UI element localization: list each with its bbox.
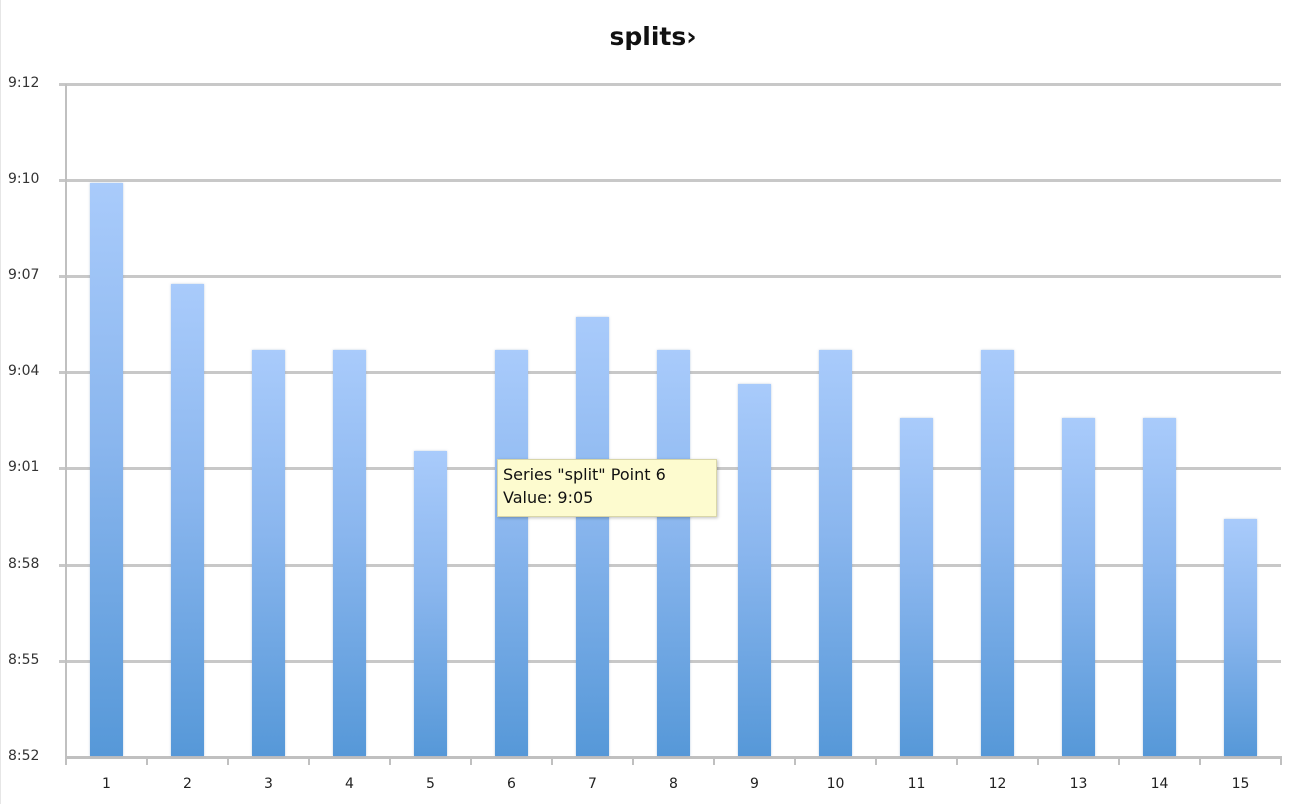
- gridline: [59, 275, 1281, 278]
- tooltip-value-line: Value: 9:05: [503, 488, 594, 507]
- gridline: [59, 83, 1281, 86]
- bar-9[interactable]: [737, 384, 771, 756]
- x-tick-label: 3: [264, 776, 273, 792]
- bar-1[interactable]: [89, 183, 123, 756]
- x-tick: [1280, 758, 1282, 765]
- x-tick: [956, 758, 958, 765]
- x-tick: [875, 758, 877, 765]
- x-tick: [146, 758, 148, 765]
- y-tick-label: 9:10: [8, 171, 40, 187]
- window-edge: [0, 0, 1, 804]
- x-tick-label: 8: [669, 776, 678, 792]
- x-tick: [65, 758, 67, 765]
- x-tick: [470, 758, 472, 765]
- y-tick-label: 9:12: [8, 75, 40, 91]
- x-tick: [389, 758, 391, 765]
- x-tick-label: 1: [102, 776, 111, 792]
- bar-3[interactable]: [251, 350, 285, 756]
- bar-14[interactable]: [1142, 418, 1176, 756]
- x-tick-label: 14: [1150, 776, 1169, 792]
- x-tick: [794, 758, 796, 765]
- bar-8[interactable]: [656, 350, 690, 756]
- x-axis: [65, 756, 1282, 759]
- bar-11[interactable]: [899, 418, 933, 756]
- x-tick: [713, 758, 715, 765]
- x-tick: [308, 758, 310, 765]
- y-tick-label: 9:01: [8, 459, 40, 475]
- y-tick-label: 9:04: [8, 363, 40, 379]
- bar-6[interactable]: [494, 350, 528, 756]
- y-tick-label: 8:55: [8, 652, 40, 668]
- x-tick-label: 12: [988, 776, 1007, 792]
- x-tick-label: 5: [426, 776, 435, 792]
- bar-4[interactable]: [332, 350, 366, 756]
- x-tick-label: 6: [507, 776, 516, 792]
- x-tick-label: 4: [345, 776, 354, 792]
- bar-13[interactable]: [1061, 418, 1095, 756]
- y-tick-label: 8:52: [8, 748, 40, 764]
- data-point-tooltip: Series "split" Point 6 Value: 9:05: [497, 459, 717, 517]
- y-tick-label: 9:07: [8, 267, 40, 283]
- x-tick-label: 9: [750, 776, 759, 792]
- chart-title: splits›: [609, 22, 697, 51]
- gridline: [59, 179, 1281, 182]
- bar-5[interactable]: [413, 451, 447, 756]
- x-tick: [227, 758, 229, 765]
- x-tick-label: 15: [1231, 776, 1250, 792]
- x-tick: [1118, 758, 1120, 765]
- x-tick-label: 2: [183, 776, 192, 792]
- bar-10[interactable]: [818, 350, 852, 756]
- x-tick-label: 7: [588, 776, 597, 792]
- x-tick-label: 10: [826, 776, 845, 792]
- tooltip-series-line: Series "split" Point 6: [503, 465, 666, 484]
- y-tick-label: 8:58: [8, 556, 40, 572]
- bar-2[interactable]: [170, 284, 204, 756]
- bar-12[interactable]: [980, 350, 1014, 756]
- y-axis: [65, 84, 67, 765]
- x-tick-label: 13: [1069, 776, 1088, 792]
- x-tick: [632, 758, 634, 765]
- x-tick-label: 11: [907, 776, 926, 792]
- x-tick: [1037, 758, 1039, 765]
- bar-15[interactable]: [1223, 519, 1257, 756]
- x-tick: [1199, 758, 1201, 765]
- x-tick: [551, 758, 553, 765]
- bar-7[interactable]: [575, 317, 609, 756]
